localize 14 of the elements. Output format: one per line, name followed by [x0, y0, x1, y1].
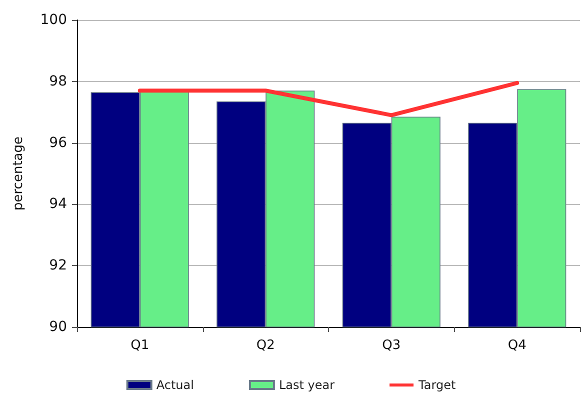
x-tick-label: Q1 — [130, 338, 150, 353]
y-tick-label: 98 — [49, 73, 67, 90]
y-tick-label: 90 — [49, 319, 67, 335]
x-tick-label: Q4 — [508, 338, 526, 353]
y-tick-label: 100 — [40, 12, 67, 28]
x-tick-label: Q3 — [382, 338, 401, 353]
y-axis-title: percentage — [11, 136, 26, 211]
y-tick-label: 92 — [49, 258, 67, 274]
y-tick-label: 94 — [49, 196, 68, 212]
x-tick-label: Q2 — [256, 338, 275, 353]
y-tick-label: 96 — [49, 134, 68, 151]
legend-label: Last year — [278, 378, 335, 392]
legend-label: Actual — [156, 378, 194, 392]
legend-label: Target — [418, 378, 456, 392]
